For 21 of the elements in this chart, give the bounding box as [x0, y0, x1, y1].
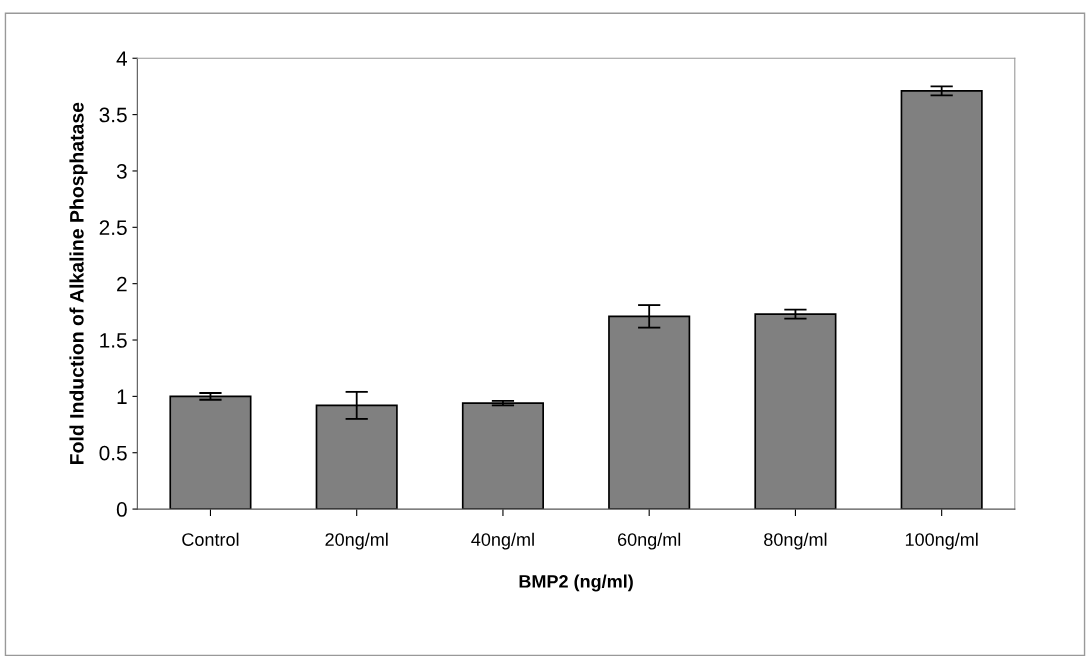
bar [754, 313, 837, 510]
y-tick-label: 1.5 [100, 333, 127, 348]
x-tick-label: 40ng/ml [471, 532, 534, 550]
x-tick-label: Control [182, 532, 239, 546]
bar [169, 395, 252, 510]
x-tick-label: 80ng/ml [764, 532, 827, 550]
y-tick-label: 4 [116, 51, 128, 66]
bar [461, 402, 544, 510]
x-tick-label: 100ng/ml [905, 532, 978, 550]
x-tick-label: 20ng/ml [325, 532, 388, 550]
y-tick-label: 3 [116, 163, 127, 179]
y-tick-label: 2 [117, 276, 127, 292]
y-tick-label: 1 [117, 389, 127, 404]
y-tick-label: 3.5 [99, 107, 127, 123]
x-axis-title: BMP2 (ng/ml) [519, 574, 633, 592]
x-tick-label: 60ng/ml [617, 532, 681, 550]
y-tick-label: 2.5 [99, 220, 127, 236]
y-tick-label: 0.5 [99, 445, 127, 461]
y-axis-title: Fold Induction of Alkaline Phosphatase [69, 102, 88, 465]
bar [900, 90, 983, 510]
y-tick-label: 0 [116, 502, 127, 517]
